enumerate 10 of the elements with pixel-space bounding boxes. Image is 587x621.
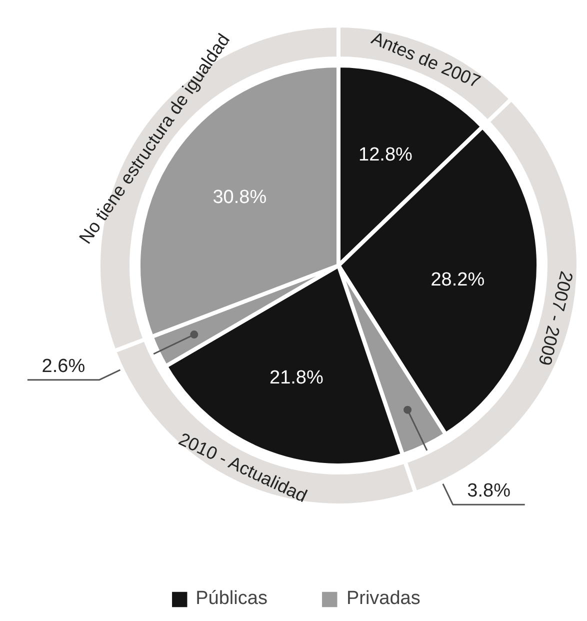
text: Antes de 2007 — [368, 28, 484, 92]
data-label: 30.8% — [212, 186, 267, 208]
data-label: 2.6% — [42, 356, 86, 377]
legend-label: Públicas — [196, 588, 268, 610]
text: 2007 - 2009 — [534, 269, 577, 368]
data-label: 21.8% — [270, 367, 324, 388]
legend-label: Privadas — [346, 588, 420, 610]
data-label: 12.8% — [358, 144, 413, 166]
data-label: 28.2% — [430, 269, 485, 290]
data-label: 3.8% — [467, 480, 511, 502]
